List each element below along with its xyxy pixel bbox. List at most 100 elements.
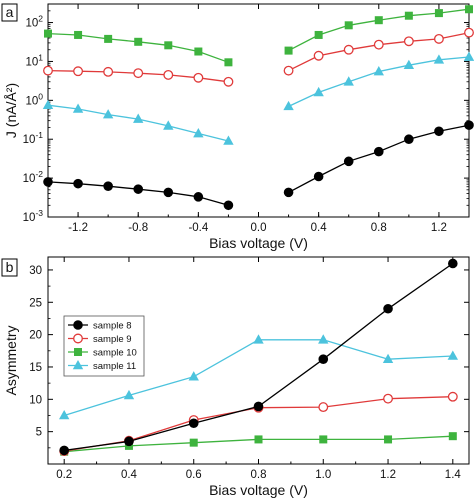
y-tick-exponent: 1 <box>38 52 43 62</box>
data-point-1 <box>464 27 474 38</box>
data-point-1 <box>383 393 393 404</box>
data-point-3 <box>133 113 144 123</box>
x-tick-label: 0.4 <box>311 222 328 234</box>
legend-label: sample 8 <box>93 321 132 332</box>
y-tick-label: 10-3 <box>23 208 44 224</box>
y-tick-label: 101 <box>25 52 43 68</box>
data-point-2 <box>284 46 293 55</box>
y-tick-exponent: -1 <box>35 130 43 140</box>
data-point-0 <box>73 178 83 189</box>
data-point-2 <box>189 438 198 447</box>
data-point-3 <box>72 103 84 113</box>
data-point-0 <box>193 192 204 202</box>
data-point-0 <box>133 184 144 194</box>
x-tick-label: 0.8 <box>371 222 387 234</box>
data-point-2 <box>448 432 457 441</box>
x-tick-label: 0.4 <box>121 469 138 481</box>
data-point-0 <box>253 401 264 412</box>
data-point-0 <box>448 258 458 269</box>
legend-marker <box>72 360 84 370</box>
data-point-3 <box>313 86 324 97</box>
x-tick-label: 1.2 <box>431 222 447 234</box>
data-point-2 <box>254 435 263 444</box>
legend-marker <box>74 348 82 356</box>
panel-label-box <box>1 3 18 22</box>
y-tick-base: 10 <box>23 173 36 185</box>
panel-label-a: a <box>6 4 14 20</box>
y-tick-exponent: 0 <box>38 91 43 101</box>
data-point-0 <box>404 134 414 145</box>
data-point-1 <box>373 39 384 50</box>
data-point-3 <box>102 109 114 119</box>
y-axis-title: J (nA/Å²) <box>3 83 19 138</box>
y-tick-label: 30 <box>29 265 42 277</box>
data-point-0 <box>464 120 474 130</box>
series-line-3-pos <box>288 56 470 107</box>
data-point-0 <box>383 303 393 314</box>
data-point-3 <box>343 76 354 86</box>
data-point-1 <box>447 391 458 402</box>
y-tick-label: 10-2 <box>23 169 44 185</box>
x-tick-label: 0.8 <box>251 469 267 481</box>
data-point-2 <box>44 29 52 38</box>
data-point-1 <box>73 66 84 77</box>
data-point-3 <box>223 135 234 145</box>
data-point-1 <box>193 72 204 83</box>
data-point-2 <box>224 58 233 67</box>
data-point-3 <box>403 59 415 70</box>
x-tick-label: 0.6 <box>186 469 202 481</box>
panel-label-b: b <box>6 259 14 275</box>
data-point-2 <box>465 5 473 14</box>
panel-b: 0.2 0.4 0.6 0.8 1.0 1.2 1.4 5 10 15 20 25 30 sample 8… <box>1 256 470 498</box>
data-point-1 <box>133 68 144 79</box>
data-point-3 <box>193 128 204 138</box>
y-tick-label: 20 <box>29 330 42 342</box>
data-point-1 <box>283 65 294 76</box>
data-point-1 <box>103 66 114 77</box>
data-point-3 <box>253 334 264 344</box>
x-tick-label: 1.0 <box>315 469 331 481</box>
data-point-1 <box>318 402 329 413</box>
y-tick-exponent: 2 <box>38 14 43 24</box>
x-tick-label: 1.4 <box>445 469 462 481</box>
data-point-2 <box>74 30 83 39</box>
y-tick-exponent: -3 <box>35 208 43 218</box>
data-point-2 <box>319 435 328 444</box>
data-point-1 <box>433 33 444 44</box>
data-point-0 <box>59 445 69 456</box>
data-point-2 <box>134 37 143 46</box>
x-axis-title: Bias voltage (V) <box>209 482 308 498</box>
data-point-0 <box>283 187 294 198</box>
data-point-3 <box>123 389 135 400</box>
y-tick-label: 100 <box>25 91 43 107</box>
data-point-0 <box>163 187 174 198</box>
data-point-0 <box>188 418 199 429</box>
data-point-2 <box>104 34 113 43</box>
data-point-2 <box>344 21 353 30</box>
data-point-2 <box>384 435 393 444</box>
panel-a: -1.2 -0.8 -0.4 0.0 0.4 0.8 1.210-310-210-11001… <box>1 3 474 251</box>
data-point-3 <box>373 66 384 76</box>
data-point-1 <box>313 50 324 61</box>
data-point-0 <box>373 146 384 157</box>
data-point-2 <box>164 41 173 50</box>
x-tick-label: -0.4 <box>188 222 208 234</box>
data-point-3 <box>463 51 474 61</box>
legend-marker <box>73 333 83 344</box>
y-tick-label: 15 <box>29 362 42 374</box>
data-point-3 <box>433 54 445 64</box>
data-point-3 <box>163 120 174 130</box>
legend-label: sample 11 <box>93 361 136 372</box>
data-point-3 <box>188 371 199 381</box>
data-point-3 <box>382 353 394 364</box>
data-point-1 <box>343 44 354 55</box>
data-point-0 <box>223 200 234 211</box>
data-point-0 <box>434 126 444 137</box>
data-point-2 <box>194 47 203 56</box>
x-tick-label: -1.2 <box>68 222 88 234</box>
panel-label-box <box>1 258 18 277</box>
y-tick-label: 25 <box>29 297 42 309</box>
data-point-2 <box>314 30 323 39</box>
data-point-0 <box>124 436 134 447</box>
